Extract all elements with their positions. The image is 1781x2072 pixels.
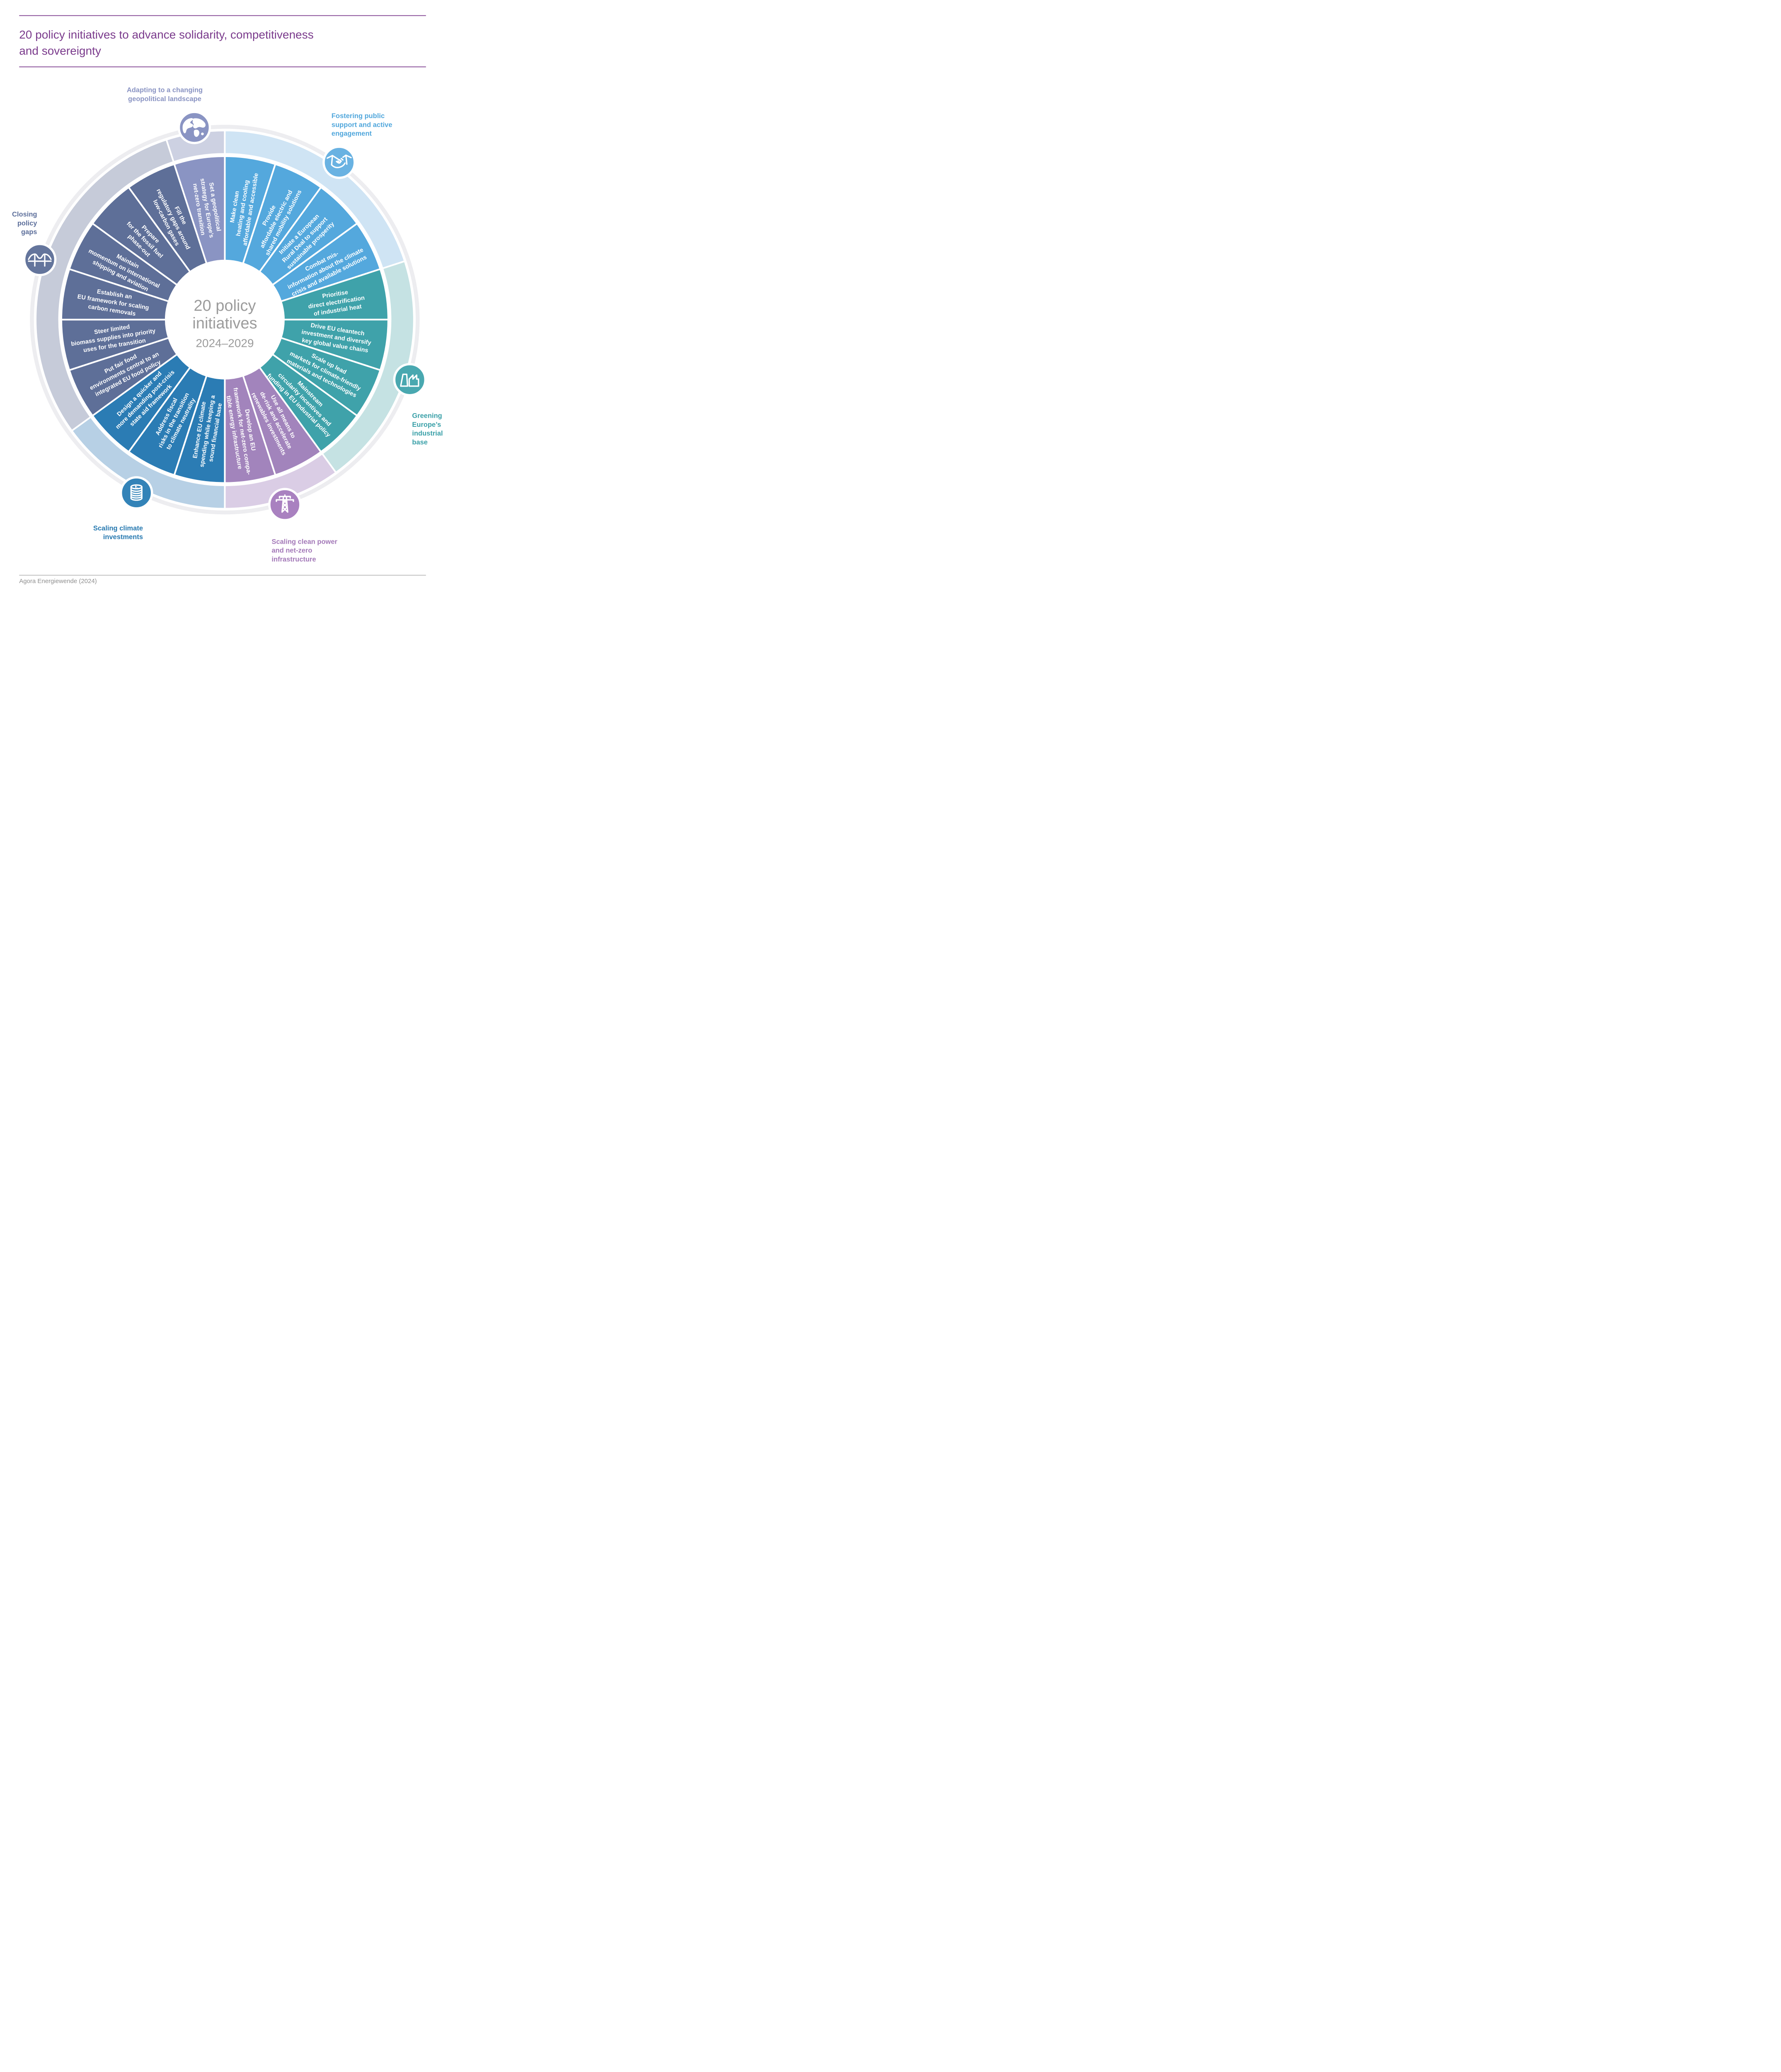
group-label-fostering: Fostering public support and active engage… xyxy=(332,112,393,137)
euro-symbol: € xyxy=(135,484,138,490)
policy-wheel-figure: 20 policy initiatives to advance solidar… xyxy=(12,15,443,585)
group-arc-gaps xyxy=(35,139,174,432)
center-circle xyxy=(165,260,284,379)
factory-icon xyxy=(393,363,427,397)
outer-ring xyxy=(30,125,420,515)
center-period: 2024–2029 xyxy=(196,336,254,349)
group-label-gaps: Closing policy gaps xyxy=(12,211,37,236)
footer-source: Agora Energiewende (2024) xyxy=(19,578,97,585)
coins-icon: € xyxy=(119,476,153,510)
group-label-investments: Scaling climate investments xyxy=(93,525,143,541)
bridge-icon xyxy=(23,243,57,276)
power-tower-icon xyxy=(268,488,302,521)
group-label-adapting: Adapting to a changing geopolitical lands… xyxy=(127,87,203,103)
center-title-line2: initiatives xyxy=(192,315,257,332)
group-label-greening: Greening Europe’s industrial base xyxy=(412,412,443,446)
center-title-line1: 20 policy xyxy=(194,297,256,315)
globe-icon xyxy=(177,111,211,144)
policy-wheel-page: 20 policy initiatives to advance solidar… xyxy=(0,0,445,593)
page-title-line2: and sovereignty xyxy=(19,44,101,57)
handshake-icon xyxy=(322,145,356,179)
page-title-line1: 20 policy initiatives to advance solidar… xyxy=(19,28,313,41)
group-label-cleanpower: Scaling clean power and net-zero infrastru… xyxy=(271,538,337,563)
